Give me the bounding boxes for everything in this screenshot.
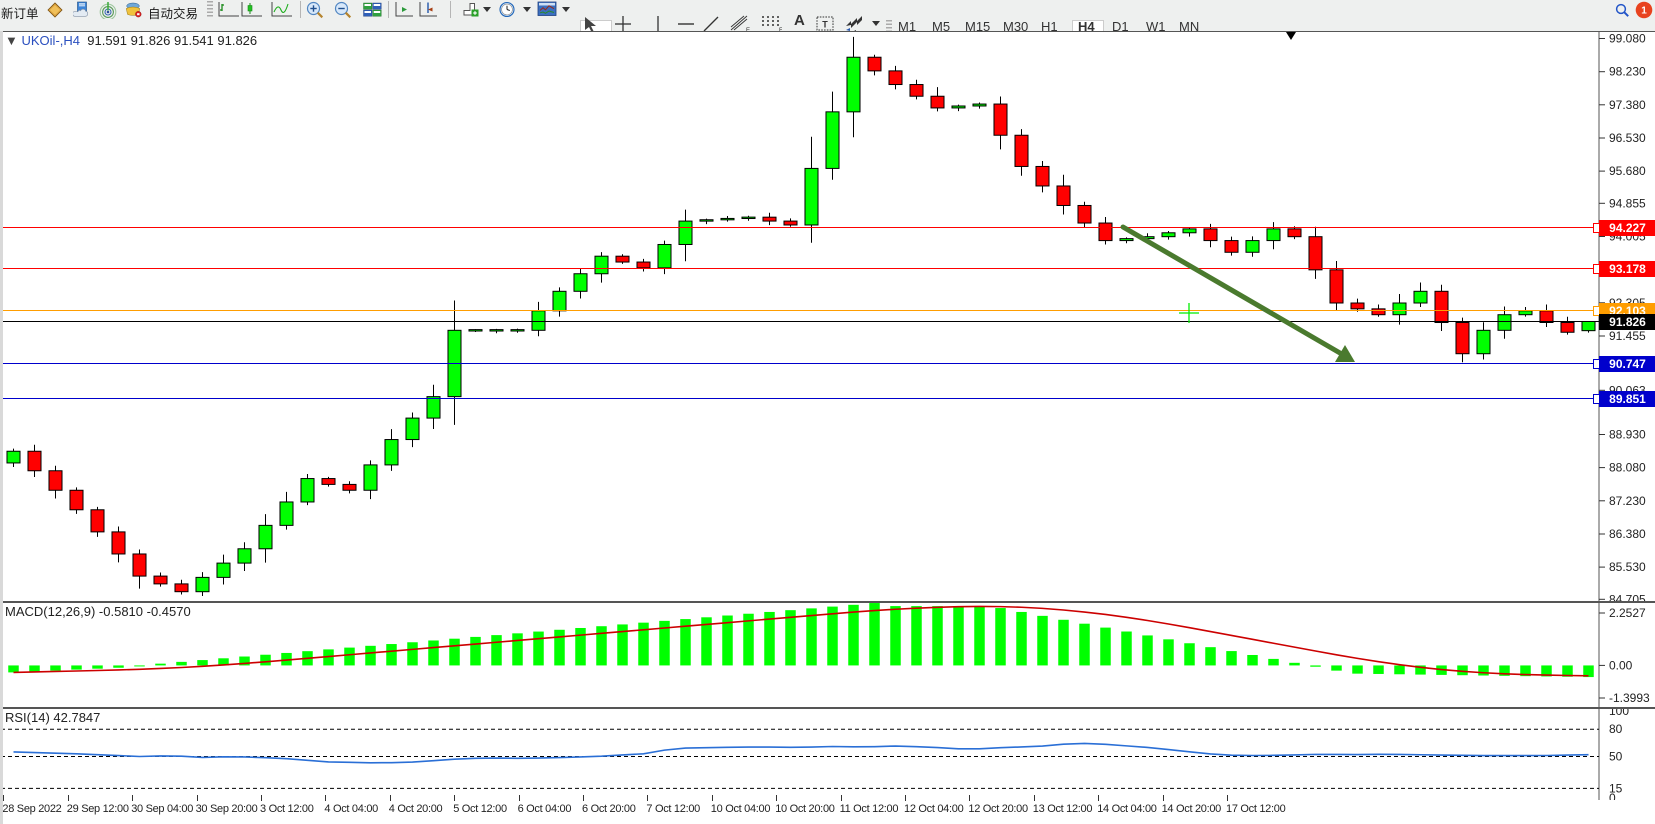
svg-text:96.530: 96.530 <box>1609 131 1646 145</box>
svg-text:91.455: 91.455 <box>1609 329 1646 343</box>
svg-text:99.080: 99.080 <box>1609 32 1646 46</box>
svg-text:T: T <box>822 20 828 30</box>
svg-text:87.230: 87.230 <box>1609 494 1646 508</box>
svg-text:85.530: 85.530 <box>1609 560 1646 574</box>
svg-text:80: 80 <box>1609 722 1623 736</box>
svg-text:0.00: 0.00 <box>1609 658 1633 672</box>
svg-text:100: 100 <box>1609 709 1629 718</box>
svg-text:88.930: 88.930 <box>1609 428 1646 442</box>
svg-text:-1.3993: -1.3993 <box>1609 691 1650 705</box>
svg-text:97.380: 97.380 <box>1609 98 1646 112</box>
svg-text:1: 1 <box>1641 6 1647 17</box>
svg-text:88.080: 88.080 <box>1609 461 1646 475</box>
svg-text:86.380: 86.380 <box>1609 527 1646 541</box>
svg-text:94.855: 94.855 <box>1609 196 1646 210</box>
svg-text:95.680: 95.680 <box>1609 164 1646 178</box>
svg-text:50: 50 <box>1609 750 1623 764</box>
svg-text:2.2527: 2.2527 <box>1609 606 1646 620</box>
svg-text:98.230: 98.230 <box>1609 65 1646 79</box>
